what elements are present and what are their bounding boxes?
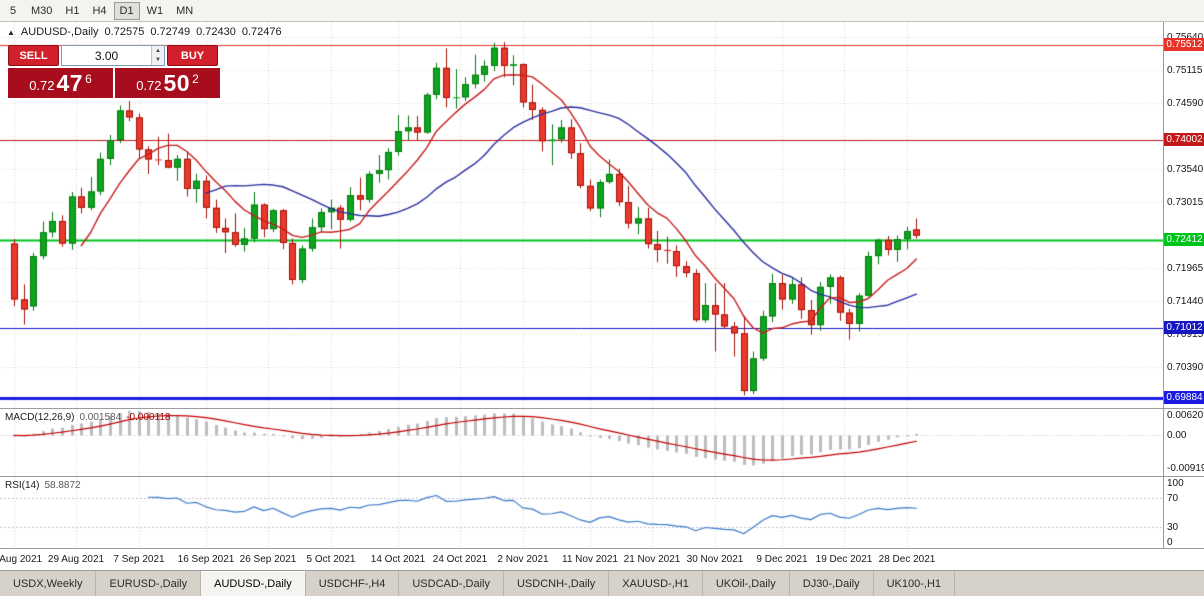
date-label: 24 Oct 2021: [432, 554, 488, 565]
date-label: 16 Sep 2021: [177, 554, 235, 565]
rsi-value: 58.8872: [44, 480, 81, 491]
buy-button[interactable]: BUY: [167, 45, 218, 66]
date-label: 9 Dec 2021: [756, 554, 808, 565]
price-tick-label: 0.75640: [1167, 32, 1203, 43]
date-label: 26 Sep 2021: [239, 554, 297, 565]
ohlc-close: 0.72476: [241, 26, 282, 38]
price-tick-label: 0.00: [1167, 430, 1187, 441]
buy-price-prefix: 0.72: [136, 78, 162, 93]
timeframe-button-mn[interactable]: MN: [176, 4, 194, 17]
volume-spinner[interactable]: 3.00 ▲ ▼: [61, 45, 165, 66]
chart-tab-ukoil-daily[interactable]: UKOil-,Daily: [702, 571, 790, 596]
pane-divider[interactable]: [0, 408, 1204, 409]
rsi-indicator-canvas[interactable]: [0, 477, 1163, 548]
timeframe-button-w1[interactable]: W1: [146, 4, 164, 17]
price-tick-label: 0.73015: [1167, 197, 1204, 208]
date-label: 28 Dec 2021: [878, 554, 936, 565]
price-tick-label: 0.70915: [1167, 329, 1204, 340]
price-line-badge-0.71012: 0.71012: [1164, 321, 1204, 334]
price-line-badge-0.75512: 0.75512: [1164, 38, 1204, 51]
sell-price-big: 47: [56, 70, 84, 96]
chart-tab-usdx-weekly[interactable]: USDX,Weekly: [0, 571, 97, 596]
chart-tab-xauusd-h1[interactable]: XAUUSD-,H1: [609, 571, 703, 596]
volume-decrease-button[interactable]: ▼: [152, 55, 164, 65]
date-label: 21 Nov 2021: [623, 554, 681, 565]
ohlc-low: 0.72430: [196, 26, 236, 38]
pane-divider[interactable]: [0, 548, 1204, 549]
macd-label: MACD(12,26,9) 0.001584 -0.000118: [5, 412, 171, 423]
timeframe-toolbar: 5 M30 H1 H4 D1 W1 MN: [0, 0, 1204, 22]
buy-price-pipette: 2: [192, 72, 199, 86]
symbol-period-label: AUDUSD-,Daily: [20, 26, 99, 38]
macd-indicator-canvas[interactable]: [0, 409, 1163, 476]
date-label: 29 Aug 2021: [47, 554, 105, 565]
volume-spin-buttons: ▲ ▼: [151, 46, 164, 65]
timeframe-button-d1[interactable]: D1: [113, 1, 140, 20]
volume-value: 3.00: [94, 48, 119, 63]
sell-button[interactable]: SELL: [8, 45, 59, 66]
chart-tab-usdcad-daily[interactable]: USDCAD-,Daily: [399, 571, 504, 596]
one-click-trading-panel: SELL 3.00 ▲ ▼ BUY 0.72 47 6 0.72: [8, 45, 220, 98]
pane-divider[interactable]: [0, 476, 1204, 477]
sell-price-prefix: 0.72: [29, 78, 55, 93]
date-label: 2 Nov 2021: [497, 554, 549, 565]
date-label: 30 Nov 2021: [686, 554, 744, 565]
volume-increase-button[interactable]: ▲: [152, 46, 164, 56]
buy-price-display[interactable]: 0.72 50 2: [115, 68, 220, 98]
price-tick-label: 0.73540: [1167, 164, 1204, 175]
timeframe-button-h4[interactable]: H4: [92, 4, 107, 17]
date-label: 11 Nov 2021: [562, 554, 618, 565]
price-tick-label: 70: [1167, 493, 1179, 504]
price-tick-label: 0.74590: [1167, 98, 1204, 109]
chart-tab-eurusd-daily[interactable]: EURUSD-,Daily: [96, 571, 202, 596]
macd-signal-value: -0.000118: [126, 412, 171, 423]
chart-window: 0.75640 0.75115 0.74590 0.73540 0.73015 0.719…: [0, 22, 1204, 570]
rsi-label: RSI(14) 58.8872: [5, 480, 81, 491]
date-label: 5 Oct 2021: [306, 554, 356, 565]
price-tick-label: 0.75115: [1167, 65, 1203, 76]
one-click-collapse-icon[interactable]: ▲: [7, 27, 15, 37]
chart-tab-bar: USDX,Weekly EURUSD-,Daily AUDUSD-,Daily USD…: [0, 570, 1204, 596]
chart-tab-audusd-daily[interactable]: AUDUSD-,Daily: [201, 571, 306, 596]
timeframe-button-m30[interactable]: M30: [31, 4, 53, 17]
buy-price-big: 50: [163, 70, 191, 96]
price-tick-label: 30: [1167, 522, 1179, 533]
chart-tab-uk100-h1[interactable]: UK100-,H1: [873, 571, 956, 596]
price-tick-label: -0.00919: [1167, 463, 1204, 474]
price-line-badge-0.69884: 0.69884: [1164, 391, 1204, 404]
chart-tab-usdcnh-daily[interactable]: USDCNH-,Daily: [503, 571, 610, 596]
price-tick-label: 100: [1167, 478, 1184, 489]
timeframe-button-h1[interactable]: H1: [65, 4, 80, 17]
price-line-badge-0.74002: 0.74002: [1164, 133, 1204, 146]
price-tick-label: 0.71965: [1167, 263, 1204, 274]
chart-title: ▲ AUDUSD-,Daily 0.72575 0.72749 0.72430 …: [7, 26, 282, 38]
price-tick-label: 0.00620: [1167, 410, 1204, 421]
time-axis[interactable]: 19 Aug 2021 29 Aug 2021 7 Sep 2021 16 Sep 2…: [0, 549, 1163, 570]
date-label: 7 Sep 2021: [113, 554, 165, 565]
date-label: 19 Aug 2021: [0, 554, 43, 565]
ohlc-high: 0.72749: [150, 26, 191, 38]
macd-main-value: 0.001584: [79, 412, 122, 423]
timeframe-button-5[interactable]: 5: [9, 4, 17, 17]
date-label: 19 Dec 2021: [815, 554, 873, 565]
price-tick-label: 0.70390: [1167, 362, 1204, 373]
date-label: 14 Oct 2021: [370, 554, 426, 565]
chart-tab-dj30-daily[interactable]: DJ30-,Daily: [789, 571, 874, 596]
price-axis[interactable]: 0.75640 0.75115 0.74590 0.73540 0.73015 0.719…: [1163, 22, 1204, 549]
price-tick-label: 0: [1167, 537, 1173, 548]
chart-tab-usdchf-h4[interactable]: USDCHF-,H4: [305, 571, 400, 596]
sell-price-display[interactable]: 0.72 47 6: [8, 68, 113, 98]
ohlc-open: 0.72575: [104, 26, 145, 38]
price-line-badge-0.72412: 0.72412: [1164, 233, 1204, 246]
sell-price-pipette: 6: [85, 72, 92, 86]
price-tick-label: 0.71440: [1167, 296, 1204, 307]
